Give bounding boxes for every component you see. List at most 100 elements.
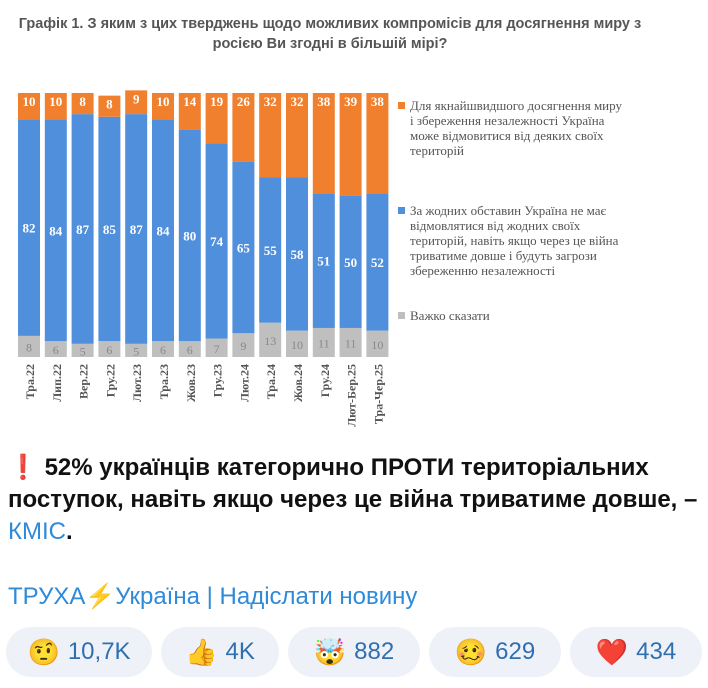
bar-segment bbox=[205, 93, 228, 144]
data-label: 6 bbox=[187, 343, 193, 357]
bar-segment bbox=[178, 93, 201, 130]
bar-segment bbox=[71, 93, 94, 115]
data-label: 55 bbox=[264, 243, 278, 258]
bar-segment bbox=[152, 93, 174, 120]
data-label: 26 bbox=[237, 94, 251, 109]
data-label: 8 bbox=[26, 340, 32, 354]
bar-segment bbox=[178, 129, 201, 342]
bar-segment bbox=[339, 327, 362, 357]
chart-image: Графік 1. З яким з цих тверджень щодо мо… bbox=[18, 16, 642, 427]
data-label: 14 bbox=[183, 94, 197, 109]
data-label: 9 bbox=[240, 339, 246, 353]
data-label: 11 bbox=[345, 336, 357, 350]
bar-segment bbox=[232, 333, 255, 357]
bar-segment bbox=[125, 343, 148, 357]
bar-segment bbox=[44, 93, 67, 120]
x-tick-label: Жов.23 bbox=[184, 364, 198, 402]
data-label: 5 bbox=[133, 344, 139, 358]
data-label: 9 bbox=[133, 91, 140, 106]
data-label: 6 bbox=[53, 343, 59, 357]
bar-segment bbox=[232, 161, 255, 334]
bar-segment bbox=[98, 95, 121, 117]
data-label: 11 bbox=[318, 336, 330, 350]
bar-segment bbox=[259, 322, 282, 357]
x-tick-label: Лют.23 bbox=[130, 364, 144, 402]
data-label: 50 bbox=[344, 255, 357, 270]
kmis-link[interactable]: КМІС bbox=[8, 518, 66, 545]
data-label: 10 bbox=[49, 94, 62, 109]
x-tick-label: Гру.24 bbox=[318, 364, 332, 397]
reaction-raised-eyebrow[interactable]: 🤨 10,7K bbox=[6, 627, 152, 677]
channel-link[interactable]: ТРУХА bbox=[8, 583, 86, 610]
bar-segment bbox=[366, 330, 389, 357]
data-label: 87 bbox=[130, 222, 144, 237]
x-tick-label: Гру.23 bbox=[211, 364, 225, 397]
bar-segment bbox=[259, 93, 282, 178]
bar-segment bbox=[71, 343, 94, 357]
data-label: 10 bbox=[23, 94, 36, 109]
data-label: 84 bbox=[157, 223, 171, 238]
bar-segment bbox=[366, 193, 389, 331]
bar-segment bbox=[18, 93, 40, 120]
data-label: 74 bbox=[210, 234, 224, 249]
bar-segment bbox=[312, 193, 335, 328]
data-label: 7 bbox=[214, 342, 220, 356]
bar-segment bbox=[259, 177, 282, 323]
x-tick-label: Тра.22 bbox=[23, 364, 37, 399]
x-tick-label: Жов.24 bbox=[291, 364, 305, 402]
bar-segment bbox=[98, 116, 121, 342]
data-label: 85 bbox=[103, 222, 117, 237]
bar-segment bbox=[205, 143, 228, 339]
legend-swatch bbox=[398, 207, 405, 214]
legend-item-no-concession: За жодних обставин Україна не має відмов… bbox=[398, 203, 625, 278]
ukraine-link[interactable]: Україна bbox=[115, 583, 200, 610]
bar-segment bbox=[152, 119, 174, 342]
data-label: 58 bbox=[291, 247, 305, 262]
legend-item-concede: Для якнайшвидшого досягнення миру і збер… bbox=[398, 98, 625, 158]
x-tick-label: Лют.24 bbox=[237, 364, 251, 402]
x-tick-label: Гру.22 bbox=[103, 364, 117, 397]
x-tick-label: Лют-Бер.25 bbox=[345, 364, 359, 427]
legend-swatch bbox=[398, 312, 405, 319]
data-label: 87 bbox=[76, 222, 90, 237]
data-label: 10 bbox=[371, 338, 383, 352]
chart-title: Графік 1. З яким з цих тверджень щодо мо… bbox=[18, 16, 642, 52]
bar-segment bbox=[339, 195, 362, 328]
bar-segment bbox=[18, 335, 40, 357]
reactions-bar: 🤨 10,7K 👍 4K 🤯 882 🥴 629 ❤️ 434 bbox=[6, 627, 702, 677]
data-label: 6 bbox=[160, 343, 166, 357]
bar-segment bbox=[44, 119, 67, 342]
data-label: 32 bbox=[264, 94, 277, 109]
data-label: 65 bbox=[237, 240, 251, 255]
reaction-heart[interactable]: ❤️ 434 bbox=[570, 627, 702, 677]
bar-segment bbox=[339, 93, 362, 196]
bar-segment bbox=[286, 330, 308, 357]
data-label: 82 bbox=[23, 221, 36, 236]
bar-segment bbox=[286, 93, 308, 178]
data-label: 5 bbox=[80, 344, 86, 358]
data-label: 19 bbox=[210, 94, 224, 109]
data-label: 38 bbox=[317, 94, 331, 109]
legend-swatch bbox=[398, 102, 405, 109]
mind-blown-icon: 🤯 bbox=[313, 636, 347, 667]
bar-segment bbox=[44, 341, 67, 357]
reaction-mind-blown[interactable]: 🤯 882 bbox=[288, 627, 420, 677]
bar-segment bbox=[286, 177, 308, 331]
channel-links: ТРУХА⚡Україна | Надіслати новину bbox=[8, 583, 418, 610]
data-label: 80 bbox=[183, 229, 196, 244]
lightning-icon: ⚡ bbox=[85, 583, 116, 610]
bar-segment bbox=[232, 93, 255, 162]
reaction-woozy[interactable]: 🥴 629 bbox=[429, 627, 561, 677]
stacked-bar-chart: 88210Тра.2268410Лип.225878Вер.226858Гру.… bbox=[18, 90, 389, 427]
bar-segment bbox=[125, 90, 148, 115]
x-tick-label: Тра.24 bbox=[264, 364, 278, 399]
legend-item-hard-to-say: Важко сказати bbox=[398, 308, 625, 323]
raised-eyebrow-icon: 🤨 bbox=[27, 636, 60, 667]
heart-icon: ❤️ bbox=[595, 636, 629, 667]
bar-segment bbox=[18, 119, 40, 336]
reaction-thumbs-up[interactable]: 👍 4K bbox=[161, 627, 279, 677]
woozy-face-icon: 🥴 bbox=[454, 636, 488, 667]
data-label: 32 bbox=[291, 94, 304, 109]
submit-news-link[interactable]: Надіслати новину bbox=[219, 583, 418, 610]
bar-segment bbox=[312, 93, 335, 194]
